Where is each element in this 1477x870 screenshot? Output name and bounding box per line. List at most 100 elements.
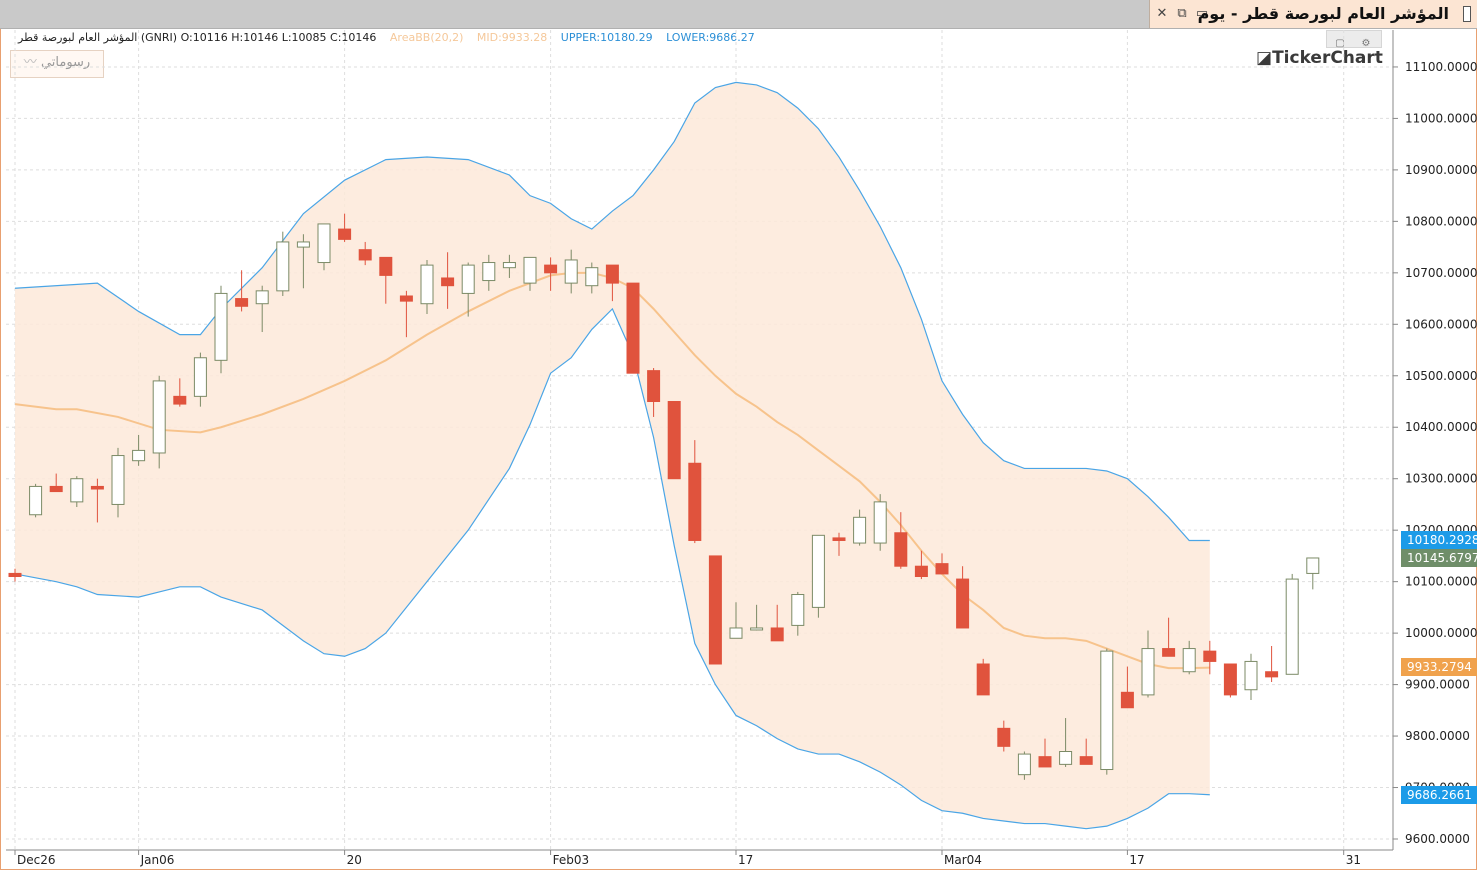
candle-body — [1223, 663, 1237, 696]
chart-tab[interactable]: ✕ ⧉ ▭ المؤشر العام لبورصة قطر - يوم — [1149, 0, 1477, 28]
ohlc-readout: المؤشر العام لبورصة قطر (GNRI) O:10116 H… — [18, 31, 377, 44]
candle-body — [152, 380, 166, 454]
mid-band-line — [14, 271, 1210, 670]
y-tick-label: 9800.0000 — [1405, 729, 1470, 743]
candle-body — [708, 555, 722, 665]
candle-body — [338, 228, 352, 240]
candle-body — [791, 594, 805, 626]
candle-body — [49, 485, 63, 493]
x-tick-label: 17 — [738, 853, 753, 867]
candle-body — [1141, 648, 1155, 696]
y-tick-label: 10500.0000 — [1405, 369, 1477, 383]
logo-text: TickerChart — [1272, 48, 1383, 68]
bollinger-band-area — [14, 81, 1210, 830]
candle-body — [482, 262, 496, 282]
close-price-label: 10145.6797 — [1401, 549, 1477, 568]
band-fill — [15, 82, 1210, 829]
candle-body — [647, 370, 661, 403]
y-tick-label: 10100.0000 — [1405, 575, 1477, 589]
y-tick-label: 10900.0000 — [1405, 163, 1477, 177]
candle-body — [1120, 691, 1134, 709]
y-tick-label: 9600.0000 — [1405, 832, 1470, 846]
my-drawings-label: رسوماتي — [40, 55, 91, 70]
window-title-bar: ✕ ⧉ ▭ المؤشر العام لبورصة قطر - يوم — [0, 0, 1477, 29]
upper-band-price-label: 10180.2928 — [1401, 531, 1477, 550]
close-icon[interactable]: ✕ — [1156, 6, 1168, 21]
last-candle — [1306, 557, 1320, 574]
candle-body — [276, 241, 290, 292]
maximize-panel-icon[interactable]: ▢ — [1335, 38, 1345, 49]
candle-body — [585, 267, 599, 287]
candle-body — [750, 627, 764, 631]
candle-body — [832, 537, 846, 541]
x-tick-label: Mar04 — [944, 853, 982, 867]
panel-settings-icon[interactable]: ⚙ — [1361, 38, 1371, 49]
candle-body — [1038, 756, 1052, 768]
my-drawings-button[interactable]: 〰 رسوماتي — [10, 50, 104, 78]
x-tick-label: Feb03 — [553, 853, 590, 867]
candle-body — [853, 516, 867, 544]
window-icon[interactable]: ▭ — [1195, 6, 1209, 21]
x-tick-label: Dec26 — [17, 853, 56, 867]
y-tick-label: 10300.0000 — [1405, 472, 1477, 486]
tab-handle-icon[interactable] — [1463, 6, 1471, 22]
chart-legend: المؤشر العام لبورصة قطر (GNRI) O:10116 H… — [18, 31, 765, 44]
window-title: المؤشر العام لبورصة قطر - يوم — [1197, 4, 1449, 23]
mid-band-price-label: 9933.2794 — [1401, 658, 1477, 677]
candle-body — [688, 462, 702, 541]
candle-body — [214, 292, 228, 361]
candle-body — [296, 241, 310, 248]
candle-body — [1162, 648, 1176, 657]
y-tick-label: 11000.0000 — [1405, 111, 1477, 125]
candle-body — [770, 627, 784, 642]
candle-body — [90, 485, 104, 490]
candle-body — [626, 282, 640, 374]
y-tick-label: 10000.0000 — [1405, 626, 1477, 640]
bb-upper-value: UPPER:10180.29 — [560, 31, 653, 44]
candle-body — [1059, 751, 1073, 765]
candle-body — [1100, 650, 1114, 771]
candle-body — [317, 223, 331, 264]
candle-body — [956, 578, 970, 629]
candle-body — [420, 264, 434, 305]
bb-indicator-name[interactable]: AreaBB(20,2) — [389, 31, 464, 44]
candle-body — [997, 727, 1011, 747]
drawing-trend-icon: 〰 — [23, 55, 37, 70]
lower-band-line — [14, 307, 1210, 830]
candle-body — [235, 298, 249, 307]
candle-body — [1182, 648, 1196, 673]
y-tick-label: 10800.0000 — [1405, 214, 1477, 228]
candle-body — [605, 264, 619, 284]
candle-body — [1244, 660, 1258, 691]
candle-body — [564, 259, 578, 284]
y-tick-label: 11100.0000 — [1405, 60, 1477, 74]
candle-body — [111, 455, 125, 505]
restore-icon[interactable]: ⧉ — [1177, 6, 1187, 21]
tickerchart-logo: ◪TickerChart — [1256, 48, 1383, 68]
y-tick-label: 10400.0000 — [1405, 420, 1477, 434]
candle-body — [502, 262, 516, 269]
x-tick-label: 31 — [1346, 853, 1361, 867]
upper-band-line — [14, 81, 1210, 542]
lower-band-price-label: 9686.2661 — [1401, 785, 1477, 804]
candle-body — [70, 478, 84, 503]
candle-body — [1265, 671, 1279, 678]
candle-body — [379, 256, 393, 276]
candle-body — [358, 249, 372, 261]
candle-body — [523, 256, 537, 284]
bb-mid-value: MID:9933.28 — [476, 31, 548, 44]
candle-body — [811, 534, 825, 608]
candle-body — [1079, 756, 1093, 765]
candle-body — [461, 264, 475, 294]
y-tick-label: 10600.0000 — [1405, 317, 1477, 331]
candle-body — [1017, 753, 1031, 776]
pencil-logo-icon: ◪ — [1256, 48, 1273, 68]
candle-body — [976, 663, 990, 696]
candle-body — [1285, 578, 1299, 675]
candle-body — [29, 485, 43, 516]
candle-body — [894, 532, 908, 567]
candle-body — [873, 501, 887, 544]
x-tick-label: 17 — [1129, 853, 1144, 867]
candle-body — [667, 401, 681, 480]
